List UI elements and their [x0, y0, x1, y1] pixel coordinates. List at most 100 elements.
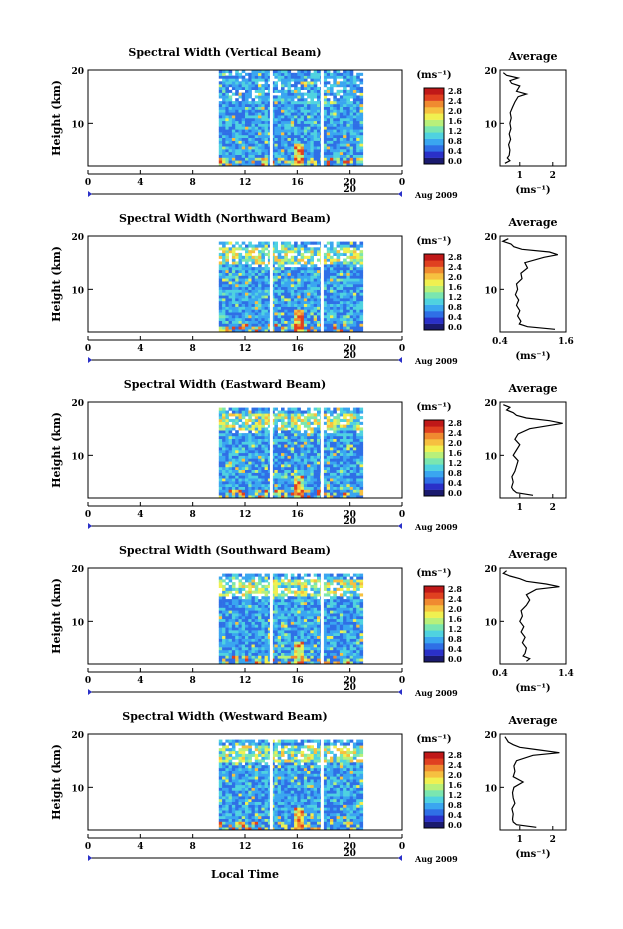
heatmap-cell	[294, 149, 298, 153]
heatmap-cell	[241, 132, 246, 136]
heatmap-cell	[349, 140, 354, 144]
heatmap-cell	[346, 421, 350, 425]
heatmap-cell	[313, 483, 318, 487]
heatmap-cell	[225, 103, 229, 107]
heatmap-cell	[222, 295, 226, 299]
heatmap-cell	[258, 587, 262, 591]
heatmap-cell	[352, 298, 357, 302]
heatmap-cell	[248, 658, 252, 662]
heatmap-cell	[290, 407, 295, 411]
heatmap-cell	[343, 112, 347, 116]
heatmap-cell	[245, 312, 249, 316]
heatmap-cell	[346, 89, 350, 93]
heatmap-cell	[254, 627, 259, 631]
heatmap-cell	[222, 258, 226, 262]
heatmap-cell	[281, 584, 285, 588]
y-axis-label: Height (km)	[50, 246, 63, 322]
heatmap-cell	[346, 75, 350, 79]
heatmap-cell	[287, 624, 292, 628]
heatmap-cell	[235, 481, 239, 485]
heatmap-cell	[225, 241, 229, 245]
heatmap-cell	[333, 264, 337, 268]
heatmap-cell	[281, 483, 285, 487]
heatmap-cell	[303, 75, 308, 79]
heatmap-cell	[346, 413, 350, 417]
heatmap-cell	[294, 72, 298, 76]
heatmap-cell	[281, 329, 285, 333]
heatmap-cell	[281, 481, 285, 485]
heatmap-cell	[248, 627, 252, 631]
heatmap-cell	[261, 649, 265, 653]
heatmap-cell	[258, 140, 262, 144]
heatmap-cell	[303, 303, 308, 307]
heatmap-cell	[251, 132, 256, 136]
heatmap-cell	[231, 151, 236, 155]
heatmap-cell	[307, 118, 311, 122]
heatmap-cell	[261, 309, 265, 313]
heatmap-cell	[287, 303, 292, 307]
heatmap-cell	[333, 418, 337, 422]
heatmap-cell	[264, 329, 269, 333]
heatmap-cell	[284, 320, 288, 324]
heatmap-cell	[349, 492, 354, 496]
heatmap-cell	[235, 306, 239, 310]
heatmap-cell	[231, 424, 236, 428]
heatmap-cell	[313, 286, 318, 290]
heatmap-cell	[218, 478, 223, 482]
heatmap-cell	[222, 275, 226, 279]
heatmap-cell	[333, 315, 337, 319]
heatmap-cell	[313, 472, 318, 476]
heatmap-cell	[330, 489, 334, 493]
heatmap-cell	[238, 424, 243, 428]
heatmap-cell	[326, 461, 331, 465]
heatmap-cell	[349, 241, 354, 245]
heatmap-cell	[251, 289, 256, 293]
heatmap-cell	[281, 644, 285, 648]
heatmap-cell	[218, 317, 223, 321]
heatmap-cell	[245, 424, 249, 428]
heatmap-cell	[287, 89, 292, 93]
heatmap-cell	[222, 250, 226, 254]
heatmap-cell	[254, 160, 259, 164]
heatmap-cell	[297, 92, 301, 96]
heatmap-cell	[294, 489, 298, 493]
heatmap-cell	[231, 472, 236, 476]
heatmap-cell	[228, 95, 233, 99]
heatmap-cell	[258, 106, 262, 110]
heatmap-cell	[307, 157, 311, 161]
heatmap-cell	[317, 312, 321, 316]
heatmap-cell	[248, 157, 252, 161]
heatmap-cell	[290, 320, 295, 324]
heatmap-cell	[248, 303, 252, 307]
heatmap-cell	[307, 255, 311, 259]
heatmap-cell	[218, 261, 223, 265]
heatmap-cell	[218, 452, 223, 456]
heatmap-cell	[287, 607, 292, 611]
heatmap-cell	[313, 306, 318, 310]
heatmap-cell	[271, 292, 275, 296]
heatmap-cell	[284, 241, 288, 245]
heatmap-cell	[284, 489, 288, 493]
heatmap-cell	[274, 129, 278, 133]
x-tick-label: 16	[291, 178, 304, 188]
heatmap-cell	[359, 272, 364, 276]
heatmap-cell	[274, 103, 278, 107]
heatmap-cell	[287, 649, 292, 653]
heatmap-cell	[222, 444, 226, 448]
heatmap-cell	[336, 418, 341, 422]
heatmap-cell	[271, 295, 275, 299]
heatmap-cell	[326, 489, 331, 493]
heatmap-cell	[274, 247, 278, 251]
heatmap-cell	[310, 464, 314, 468]
heatmap-cell	[287, 584, 292, 588]
heatmap-cell	[284, 444, 288, 448]
heatmap-cell	[258, 424, 262, 428]
heatmap-cell	[267, 315, 272, 319]
heatmap-cell	[228, 312, 233, 316]
heatmap-cell	[290, 438, 295, 442]
heatmap-cell	[356, 424, 360, 428]
heatmap-cell	[310, 438, 314, 442]
heatmap-cell	[294, 298, 298, 302]
heatmap-cell	[294, 78, 298, 82]
heatmap-cell	[228, 151, 233, 155]
